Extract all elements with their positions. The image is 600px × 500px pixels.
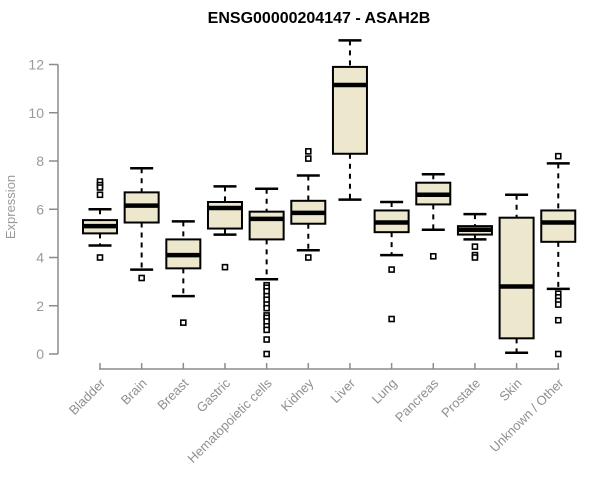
outlier-point-bladder <box>96 254 104 261</box>
y-tick-label: 4 <box>36 250 44 266</box>
outlier-point-hematopoietic-cells <box>263 350 270 358</box>
outlier-point-kidney <box>304 254 312 261</box>
chart-title: ENSG00000204147 - ASAH2B <box>208 10 431 27</box>
outlier-point-pancreas <box>429 252 437 260</box>
outlier-point-bladder <box>96 184 104 191</box>
x-tick-label: Lung <box>369 376 400 407</box>
outlier-point-brain <box>138 274 145 282</box>
outlier-point-prostate <box>471 243 479 250</box>
outlier-point-unknown-other <box>554 316 562 324</box>
x-tick-label: Skin <box>496 376 524 404</box>
y-tick-label: 2 <box>36 298 44 314</box>
box-liver <box>331 65 368 155</box>
y-tick-label: 10 <box>28 105 44 121</box>
y-axis-label: Expression <box>3 175 18 239</box>
outlier-point-lung <box>388 315 395 323</box>
outlier-point-unknown-other <box>554 152 562 160</box>
x-tick-label: Prostate <box>438 376 483 421</box>
outlier-point-gastric <box>221 263 229 271</box>
y-tick-label: 0 <box>36 346 44 362</box>
outlier-point-kidney <box>304 148 312 155</box>
y-tick-label: 8 <box>36 153 44 169</box>
outlier-point-bladder <box>96 191 104 199</box>
outlier-point-kidney <box>304 155 312 162</box>
x-tick-label: Liver <box>328 375 359 406</box>
x-tick-label: Bladder <box>66 375 109 418</box>
outlier-point-hematopoietic-cells <box>263 304 270 312</box>
x-tick-label: Brain <box>118 376 150 408</box>
x-tick-label: Unknown / Other <box>487 375 567 455</box>
box-unknown-other <box>540 209 577 243</box>
y-tick-label: 12 <box>28 57 44 73</box>
outlier-point-lung <box>388 266 395 273</box>
outlier-point-unknown-other <box>554 350 562 358</box>
y-tick-label: 6 <box>36 201 44 217</box>
x-tick-label: Gastric <box>193 375 233 415</box>
x-tick-label: Kidney <box>278 375 317 414</box>
outlier-point-breast <box>180 319 187 326</box>
box-skin <box>498 216 535 340</box>
outlier-point-hematopoietic-cells <box>263 336 270 343</box>
outlier-point-hematopoietic-cells <box>263 326 270 334</box>
outlier-point-unknown-other <box>554 301 562 308</box>
box-hematopoietic-cells <box>248 210 285 241</box>
x-tick-label: Pancreas <box>392 375 442 425</box>
x-tick-label: Breast <box>154 375 191 412</box>
outlier-point-prostate <box>471 254 479 261</box>
